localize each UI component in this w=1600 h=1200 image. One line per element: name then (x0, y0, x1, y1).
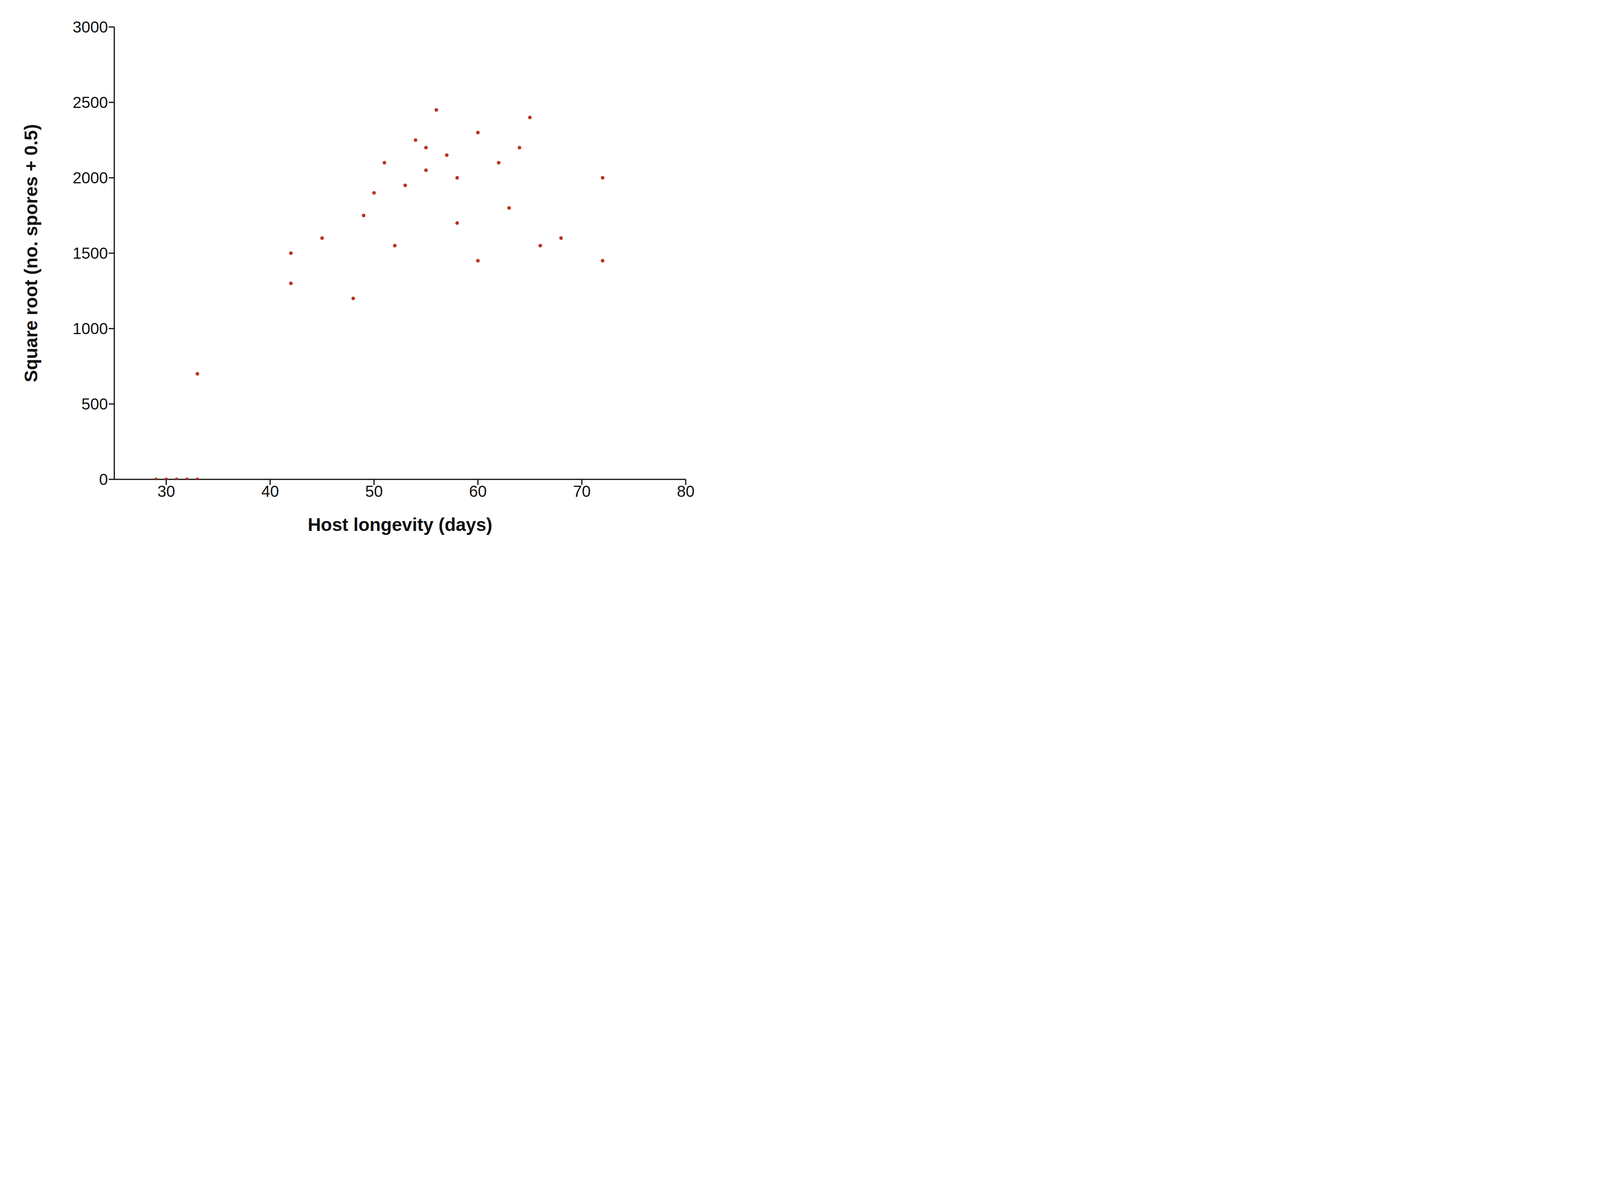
svg-text:30: 30 (157, 482, 176, 500)
svg-text:3000: 3000 (72, 18, 108, 36)
svg-text:80: 80 (676, 482, 695, 500)
svg-text:1500: 1500 (72, 244, 108, 262)
svg-text:40: 40 (261, 482, 279, 500)
svg-text:500: 500 (81, 395, 108, 413)
svg-text:2000: 2000 (72, 169, 108, 187)
svg-text:Host longevity (days): Host longevity (days) (307, 514, 493, 535)
svg-text:2500: 2500 (72, 93, 108, 112)
svg-text:60: 60 (469, 482, 487, 500)
svg-text:0: 0 (99, 470, 108, 489)
svg-text:70: 70 (573, 482, 591, 500)
svg-text:1000: 1000 (72, 319, 108, 338)
svg-text:50: 50 (365, 482, 383, 500)
svg-text:Square root (no. spores + 0.5): Square root (no. spores + 0.5) (20, 124, 42, 383)
